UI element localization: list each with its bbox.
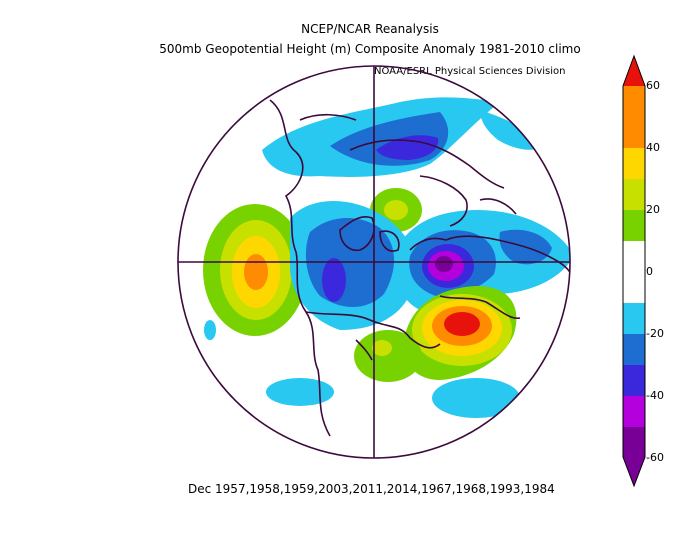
colorbar-30-40 — [623, 148, 645, 179]
colorbar — [622, 54, 646, 488]
anomaly-europe-negative — [394, 210, 570, 310]
colorbar-40-50 — [623, 86, 645, 117]
colorbar-outline — [622, 54, 646, 488]
colorbar-m40-m50 — [623, 396, 645, 427]
colorbar-label-0: 0 — [646, 265, 653, 278]
anomaly-pacific-positive — [203, 204, 307, 336]
colorbar-bottom-triangle — [623, 457, 645, 486]
colorbar-m20-m30 — [623, 334, 645, 365]
colorbar-label-m40: -40 — [646, 389, 664, 402]
colorbar-label-40: 40 — [646, 141, 660, 154]
chart-subtitle: 500mb Geopotential Height (m) Composite … — [159, 42, 581, 56]
colorbar-40-50b — [623, 117, 645, 148]
colorbar-top-triangle — [623, 56, 645, 86]
anomaly-field — [203, 97, 570, 418]
colorbar-neutral — [623, 241, 645, 303]
colorbar-m30-m40 — [623, 365, 645, 396]
anomaly-atlantic-positive — [403, 286, 517, 380]
colorbar-20-30 — [623, 179, 645, 210]
colorbar-m50-m60 — [623, 427, 645, 457]
map-outline — [177, 65, 571, 459]
colorbar-label-m20: -20 — [646, 327, 664, 340]
composite-dates: Dec 1957,1958,1959,2003,2011,2014,1967,1… — [188, 482, 555, 496]
anomaly-south-negative — [204, 320, 520, 418]
credit-label: NOAA/ESRL Physical Sciences Division — [374, 66, 566, 77]
colorbar-label-60: 60 — [646, 79, 660, 92]
chart-title: NCEP/NCAR Reanalysis — [301, 22, 439, 36]
colorbar-label-20: 20 — [646, 203, 660, 216]
colorbar-label-m60: -60 — [646, 451, 664, 464]
colorbar-m10-m20 — [623, 303, 645, 334]
anomaly-arctic-negative — [262, 97, 548, 177]
colorbar-10-20 — [623, 210, 645, 241]
anomaly-gulf-positive — [354, 330, 422, 382]
